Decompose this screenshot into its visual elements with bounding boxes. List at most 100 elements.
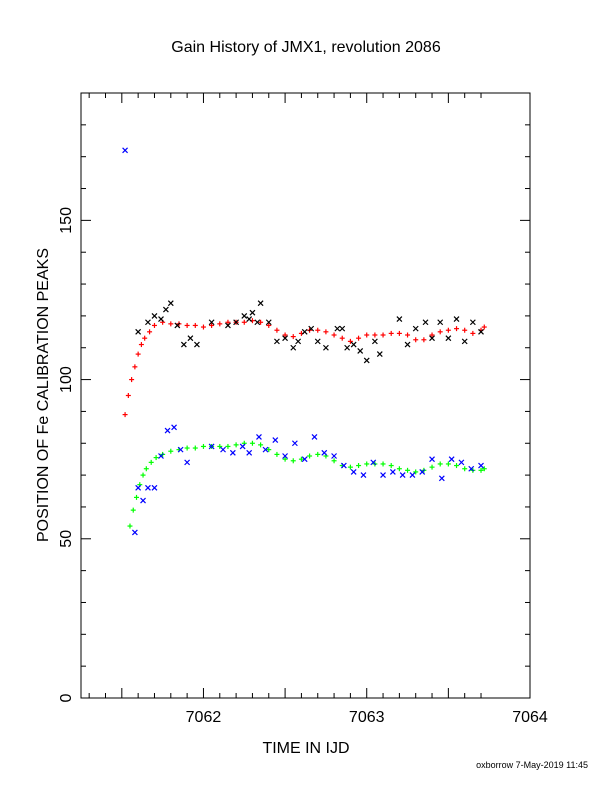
mark-stroke xyxy=(458,459,465,466)
data-point xyxy=(331,453,337,459)
data-point xyxy=(132,364,138,370)
mark-stroke xyxy=(158,316,164,323)
data-point xyxy=(233,442,239,448)
data-point xyxy=(225,319,231,325)
mark-stroke xyxy=(272,437,279,444)
data-point xyxy=(187,335,194,342)
data-point xyxy=(290,334,296,340)
data-point xyxy=(258,442,264,448)
data-point xyxy=(143,466,149,472)
mark-stroke xyxy=(295,338,302,345)
data-point xyxy=(127,523,133,529)
data-point xyxy=(363,357,370,364)
mark-stroke xyxy=(409,472,416,479)
data-point xyxy=(429,335,435,342)
mark-stroke xyxy=(453,316,460,323)
data-point xyxy=(301,328,308,335)
mark-stroke xyxy=(350,468,357,475)
mark-stroke xyxy=(171,424,177,431)
data-point xyxy=(125,393,131,398)
mark-stroke xyxy=(363,357,370,364)
mark-stroke xyxy=(290,344,297,351)
data-point xyxy=(453,316,460,323)
mark-stroke xyxy=(187,335,194,342)
data-point xyxy=(334,325,341,332)
data-point xyxy=(290,344,297,351)
data-point xyxy=(153,455,159,461)
mark-stroke xyxy=(357,347,364,354)
mark-stroke xyxy=(174,322,181,329)
mark-stroke xyxy=(246,449,253,456)
data-point xyxy=(282,456,288,462)
mark-stroke xyxy=(301,328,308,335)
mark-stroke xyxy=(239,443,246,450)
mark-stroke xyxy=(225,322,231,329)
mark-stroke xyxy=(151,312,158,319)
data-point xyxy=(331,332,337,338)
data-point xyxy=(347,464,353,470)
data-point xyxy=(177,446,184,453)
data-point xyxy=(396,466,402,472)
data-point xyxy=(388,463,394,469)
data-point xyxy=(396,330,402,336)
series-3 xyxy=(122,147,484,536)
mark-stroke xyxy=(412,325,419,332)
data-point xyxy=(481,466,487,472)
mark-stroke xyxy=(339,325,346,332)
data-point xyxy=(180,341,187,348)
mark-stroke xyxy=(193,341,200,348)
data-point xyxy=(339,325,346,332)
data-point xyxy=(298,456,304,462)
mark-stroke xyxy=(158,453,164,459)
data-point xyxy=(233,319,240,326)
mark-stroke xyxy=(389,468,396,475)
data-point xyxy=(164,427,171,434)
data-point xyxy=(266,322,272,328)
data-point xyxy=(246,316,253,323)
data-point xyxy=(438,475,445,482)
mark-stroke xyxy=(131,529,138,536)
data-point xyxy=(413,469,419,475)
data-point xyxy=(364,461,370,467)
data-point xyxy=(448,456,455,463)
data-point xyxy=(174,322,181,329)
data-point xyxy=(171,424,177,431)
mark-stroke xyxy=(265,319,272,326)
mark-stroke xyxy=(308,325,315,332)
mark-stroke xyxy=(256,433,262,440)
mark-stroke xyxy=(145,484,151,491)
data-point xyxy=(151,484,158,491)
data-point xyxy=(376,351,383,358)
data-point xyxy=(478,467,484,473)
data-point xyxy=(249,440,255,446)
data-point xyxy=(311,433,318,440)
data-point xyxy=(462,327,468,333)
data-point xyxy=(145,319,151,326)
data-point xyxy=(445,461,451,467)
data-point xyxy=(200,324,206,330)
data-point xyxy=(184,459,191,466)
data-point xyxy=(388,330,394,336)
data-point xyxy=(458,459,465,466)
data-point xyxy=(350,468,357,475)
y-tick-label: 150 xyxy=(58,207,75,234)
data-point xyxy=(274,338,280,345)
data-point xyxy=(265,319,272,326)
mark-stroke xyxy=(246,316,253,323)
data-point xyxy=(468,465,475,472)
data-point xyxy=(282,335,289,342)
data-point xyxy=(135,484,142,491)
data-point xyxy=(308,325,315,332)
data-point xyxy=(262,446,269,453)
data-point xyxy=(282,453,289,459)
data-point xyxy=(274,327,280,333)
data-point xyxy=(151,312,158,319)
data-point xyxy=(437,461,443,467)
mark-stroke xyxy=(164,427,171,434)
data-point xyxy=(135,351,141,357)
mark-stroke xyxy=(371,338,378,345)
mark-stroke xyxy=(438,475,445,482)
data-point xyxy=(422,319,429,326)
data-point xyxy=(445,327,451,333)
